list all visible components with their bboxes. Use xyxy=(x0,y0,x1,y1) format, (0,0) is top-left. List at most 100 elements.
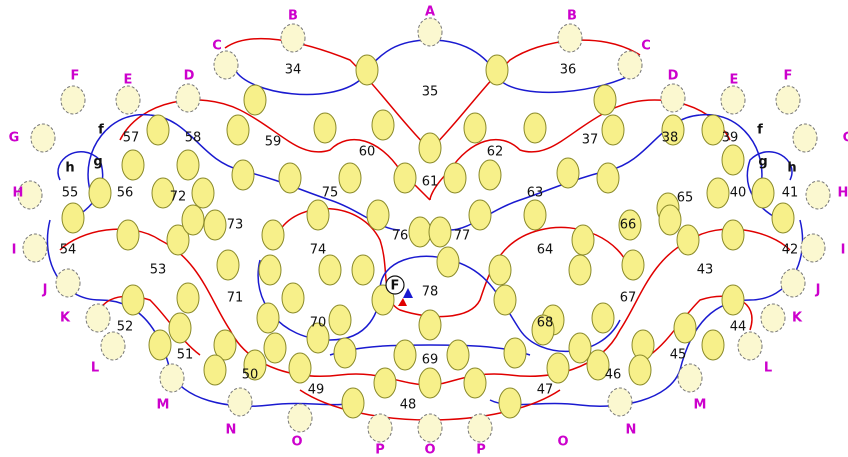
ghost-hole xyxy=(607,387,633,417)
small-label: g xyxy=(758,155,767,170)
pin-hole xyxy=(568,254,592,286)
region-label: 69 xyxy=(422,353,439,368)
ghost-hole xyxy=(22,233,48,263)
pin-hole xyxy=(371,109,395,141)
red-arrow-icon xyxy=(398,298,407,306)
region-label: 77 xyxy=(454,229,471,244)
pin-hole xyxy=(443,162,467,194)
region-label: 70 xyxy=(310,316,327,331)
pin-hole xyxy=(306,322,330,354)
region-label: 34 xyxy=(285,63,302,78)
ghost-hole xyxy=(775,85,801,115)
region-label: 46 xyxy=(605,368,622,383)
region-label: 56 xyxy=(117,186,134,201)
region-label: 57 xyxy=(123,131,140,146)
region-label: 42 xyxy=(782,243,799,258)
region-label: 61 xyxy=(422,175,439,190)
pin-hole xyxy=(61,202,85,234)
region-label: 41 xyxy=(782,186,799,201)
pin-hole xyxy=(151,177,175,209)
pin-hole xyxy=(288,352,312,384)
region-label: 59 xyxy=(265,135,282,150)
pin-hole xyxy=(546,352,570,384)
region-label: 72 xyxy=(170,190,187,205)
pin-hole xyxy=(203,354,227,386)
pin-hole xyxy=(306,199,330,231)
pin-hole xyxy=(478,159,502,191)
pin-hole xyxy=(661,114,685,146)
pin-hole xyxy=(418,367,442,399)
pin-hole xyxy=(121,284,145,316)
region-label: 51 xyxy=(177,348,194,363)
region-label: 45 xyxy=(670,348,687,363)
edge-label: O xyxy=(557,435,568,450)
edge-label: B xyxy=(288,9,298,24)
ghost-hole xyxy=(720,85,746,115)
thread-path-5 xyxy=(449,113,763,231)
region-label: 37 xyxy=(582,133,599,148)
region-label: 53 xyxy=(150,263,167,278)
ghost-hole xyxy=(617,50,643,80)
edge-label: L xyxy=(764,361,772,376)
pin-hole xyxy=(213,329,237,361)
edge-label: C xyxy=(212,39,222,54)
edge-label: H xyxy=(13,186,24,201)
pin-hole xyxy=(628,354,652,386)
blue-arrow-icon xyxy=(403,288,413,298)
pin-hole xyxy=(146,114,170,146)
pin-hole xyxy=(493,284,517,316)
pin-hole xyxy=(586,349,610,381)
pin-hole xyxy=(263,332,287,364)
pin-hole xyxy=(116,219,140,251)
pin-hole xyxy=(463,112,487,144)
pin-hole xyxy=(176,149,200,181)
region-label: 40 xyxy=(730,186,747,201)
pin-hole xyxy=(485,54,509,86)
thread-path-16 xyxy=(649,295,753,356)
ghost-hole xyxy=(760,303,786,333)
ghost-hole xyxy=(115,85,141,115)
ghost-hole xyxy=(677,363,703,393)
pin-hole xyxy=(261,219,285,251)
ghost-hole xyxy=(287,403,313,433)
pin-hole xyxy=(166,224,190,256)
pin-hole xyxy=(601,114,625,146)
pin-hole xyxy=(568,332,592,364)
pin-hole xyxy=(278,162,302,194)
region-label: 67 xyxy=(620,291,637,306)
edge-label: B xyxy=(567,9,577,24)
edge-label: K xyxy=(792,311,803,326)
ghost-hole xyxy=(792,123,818,153)
pin-hole xyxy=(618,209,642,241)
pin-hole xyxy=(523,199,547,231)
pin-hole xyxy=(243,84,267,116)
pin-hole xyxy=(121,149,145,181)
region-label: 60 xyxy=(359,145,376,160)
ghost-hole xyxy=(417,413,443,443)
pin-hole xyxy=(621,249,645,281)
pin-hole xyxy=(446,339,470,371)
ghost-hole xyxy=(280,23,306,53)
region-label: 71 xyxy=(227,291,244,306)
edge-label: M xyxy=(694,398,707,413)
edge-label: K xyxy=(60,311,71,326)
edge-label: O xyxy=(424,443,435,457)
region-label: 73 xyxy=(227,218,244,233)
region-label: 75 xyxy=(322,186,339,201)
small-label: f xyxy=(757,123,763,138)
region-label: 38 xyxy=(662,131,679,146)
edge-label: E xyxy=(730,73,739,88)
pin-hole xyxy=(571,224,595,256)
edge-label: N xyxy=(626,423,637,438)
pin-hole xyxy=(191,177,215,209)
pin-hole xyxy=(355,54,379,86)
edge-label: C xyxy=(641,39,651,54)
ghost-holes xyxy=(17,17,831,443)
ghost-hole xyxy=(55,268,81,298)
ghost-hole xyxy=(227,387,253,417)
ghost-hole xyxy=(17,180,43,210)
pin-hole xyxy=(593,84,617,116)
pin-hole xyxy=(676,224,700,256)
pin-hole xyxy=(721,144,745,176)
ghost-hole xyxy=(780,268,806,298)
